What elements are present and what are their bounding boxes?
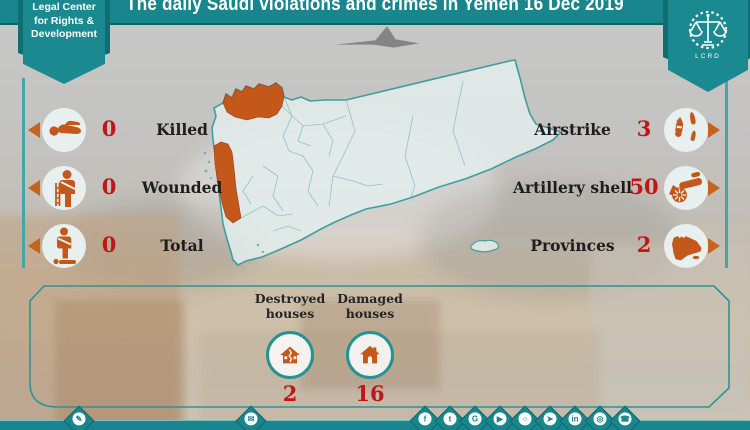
house-value: 16 — [355, 381, 385, 406]
house-label-line2: houses — [345, 306, 395, 321]
header-bar — [0, 0, 750, 25]
stat-label: Artillery shell — [512, 178, 633, 197]
house-label-line2: houses — [265, 306, 315, 321]
laurel-wreath-icon — [688, 10, 728, 50]
airstrike-bombs-icon — [664, 108, 708, 152]
highlighted-province-north — [222, 82, 285, 121]
row-arrow-icon — [708, 180, 720, 196]
row-arrow-icon — [708, 238, 720, 254]
small-islands — [203, 151, 265, 254]
yemen-map — [203, 59, 563, 266]
killed-icon — [42, 108, 86, 152]
left-bracket-line — [22, 78, 25, 268]
badge-text: Legal Center for Rights & Development — [31, 1, 97, 41]
wounded-icon — [42, 166, 86, 210]
stat-label: Provinces — [530, 236, 615, 255]
highlighted-province-west — [213, 141, 242, 224]
badge-ribbon-front — [23, 0, 105, 84]
logo-acronym: LCRD — [695, 53, 721, 60]
houses-panel-border — [29, 285, 730, 408]
damaged-houses-card: Damaged houses 16 — [332, 291, 408, 406]
destroyed-house-icon — [266, 331, 314, 379]
damaged-house-icon — [346, 331, 394, 379]
stat-label: Total — [160, 236, 204, 255]
scales-of-justice-icon: LCRD — [688, 10, 728, 60]
stat-value: 0 — [101, 174, 117, 199]
row-arrow-icon — [28, 122, 40, 138]
stat-label: Killed — [156, 120, 208, 139]
stat-value: 50 — [629, 174, 659, 199]
house-label-line1: Destroyed — [254, 291, 326, 306]
stat-value: 2 — [636, 232, 652, 257]
total-icon — [42, 224, 86, 268]
stat-label: Wounded — [141, 178, 223, 197]
footer-bar — [0, 420, 750, 430]
row-arrow-icon — [708, 122, 720, 138]
legal-center-badge: Legal Center for Rights & Development — [18, 0, 110, 84]
lcrd-logo-badge: LCRD — [663, 0, 750, 92]
row-arrow-icon — [28, 238, 40, 254]
row-arrow-icon — [28, 180, 40, 196]
ruined-building — [590, 245, 750, 430]
house-value: 2 — [282, 381, 298, 406]
house-label-line1: Damaged — [337, 291, 403, 306]
yemen-map-icon — [664, 224, 708, 268]
stat-value: 0 — [101, 116, 117, 141]
stat-label: Airstrike — [534, 120, 611, 139]
page-title: The daily Saudi violations and crimes in… — [126, 0, 624, 15]
right-bracket-line — [725, 78, 728, 268]
destroyed-houses-card: Destroyed houses 2 — [252, 291, 328, 406]
socotra-island — [470, 239, 500, 253]
stat-value: 0 — [101, 232, 117, 257]
stat-value: 3 — [636, 116, 652, 141]
governorate-borders — [240, 80, 466, 232]
artillery-cannon-icon — [664, 166, 708, 210]
